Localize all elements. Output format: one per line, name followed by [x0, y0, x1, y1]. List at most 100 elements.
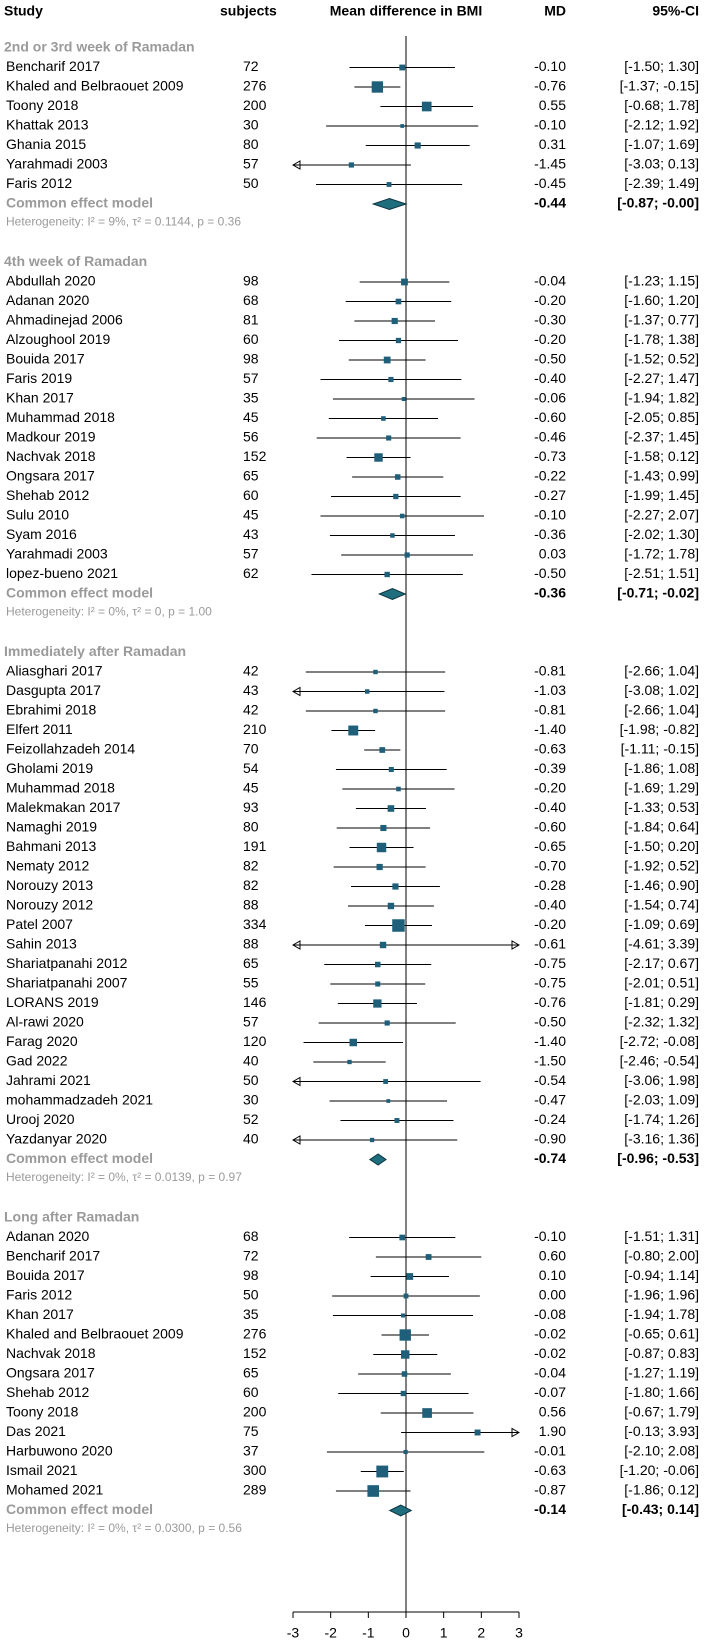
study-name: Aliasghari 2017	[6, 663, 103, 679]
subjects: 80	[243, 819, 259, 835]
study-name: Mohamed 2021	[6, 1482, 104, 1498]
subjects: 65	[243, 468, 259, 484]
x-tick-label: 1	[440, 1625, 448, 1641]
effect-box	[396, 786, 401, 792]
md-label: -0.81	[534, 702, 566, 718]
ci-label: [-1.50; 0.20]	[624, 838, 699, 854]
study-name: Shehab 2012	[6, 1384, 90, 1400]
effect-box	[403, 1293, 409, 1299]
subjects: 60	[243, 331, 259, 347]
effect-box	[373, 708, 378, 714]
pooled-diamond	[377, 587, 407, 601]
ci-label: [-1.94; 1.78]	[624, 1306, 699, 1322]
subjects: 60	[243, 487, 259, 503]
md-label: -0.20	[534, 331, 566, 347]
subjects: 70	[243, 741, 259, 757]
md-label: -0.22	[534, 468, 566, 484]
pooled-ci: [-0.87; -0.00]	[617, 195, 699, 211]
ci-label: [-1.43; 0.99]	[624, 468, 699, 484]
ci-label: [-1.72; 1.78]	[624, 546, 699, 562]
ci-label: [-2.72; -0.08]	[620, 1033, 699, 1049]
md-label: -0.63	[534, 741, 566, 757]
pooled-md: -0.14	[534, 1501, 566, 1517]
ci-label: [-1.51; 1.31]	[624, 1228, 699, 1244]
pooled-label: Common effect model	[6, 1501, 153, 1517]
group-title: 4th week of Ramadan	[4, 253, 147, 269]
md-label: -0.40	[534, 370, 566, 386]
study-name: Urooj 2020	[6, 1111, 75, 1127]
subjects: 93	[243, 799, 259, 815]
effect-box	[380, 824, 387, 832]
ci-label: [-1.86; 1.08]	[624, 760, 699, 776]
study-name: Muhammad 2018	[6, 780, 115, 796]
effect-box	[400, 1390, 407, 1397]
md-label: 0.10	[539, 1267, 566, 1283]
md-label: -0.81	[534, 663, 566, 679]
subjects: 60	[243, 1384, 259, 1400]
ci-label: [-1.86; 0.12]	[624, 1482, 699, 1498]
subjects: 72	[243, 1248, 259, 1264]
md-label: -0.61	[534, 936, 566, 952]
effect-box	[400, 124, 405, 128]
x-tick-label: 3	[515, 1625, 523, 1641]
subjects: 54	[243, 760, 259, 776]
study-name: Patel 2007	[6, 916, 73, 932]
effect-box	[399, 64, 406, 71]
ci-label: [-3.16; 1.36]	[624, 1131, 699, 1147]
subjects: 65	[243, 955, 259, 971]
subjects: 57	[243, 1014, 259, 1030]
ci-label: [-1.96; 1.96]	[624, 1287, 699, 1303]
subjects: 98	[243, 1267, 259, 1283]
ci-label: [-3.08; 1.02]	[624, 682, 699, 698]
pooled-diamond	[388, 1504, 413, 1517]
x-tick-label: -1	[362, 1625, 375, 1641]
ci-label: [-1.09; 0.69]	[624, 916, 699, 932]
subjects: 57	[243, 156, 259, 172]
md-label: -0.90	[534, 1131, 566, 1147]
study-name: mohammadzadeh 2021	[6, 1092, 153, 1108]
subjects: 146	[243, 994, 267, 1010]
ci-label: [-0.68; 1.78]	[624, 97, 699, 113]
ci-label: [-2.46; -0.54]	[620, 1053, 699, 1069]
effect-box	[425, 1254, 432, 1260]
subjects: 45	[243, 780, 259, 796]
md-label: -0.76	[534, 994, 566, 1010]
ci-label: [-2.39; 1.49]	[624, 175, 699, 191]
effect-box	[388, 376, 394, 383]
effect-box	[348, 162, 354, 168]
md-label: -0.02	[534, 1345, 566, 1361]
effect-box	[392, 883, 399, 890]
effect-box	[403, 1449, 408, 1455]
ci-label: [-1.84; 0.64]	[624, 819, 699, 835]
ci-label: [-2.37; 1.45]	[624, 429, 699, 445]
study-name: Toony 2018	[6, 1404, 79, 1420]
subjects: 88	[243, 936, 259, 952]
subjects: 50	[243, 175, 259, 191]
ci-label: [-1.20; -0.06]	[620, 1462, 699, 1478]
study-name: Ongsara 2017	[6, 468, 95, 484]
ci-label: [-2.17; 0.67]	[624, 955, 699, 971]
study-name: Ghania 2015	[6, 136, 86, 152]
md-label: -0.54	[534, 1072, 566, 1088]
study-name: Sahin 2013	[6, 936, 77, 952]
ci-label: [-2.66; 1.04]	[624, 702, 699, 718]
ci-label: [-1.27; 1.19]	[624, 1365, 699, 1381]
study-name: Harbuwono 2020	[6, 1443, 113, 1459]
study-name: Yarahmadi 2003	[6, 156, 108, 172]
study-name: Al-rawi 2020	[6, 1014, 84, 1030]
ci-label: [-1.07; 1.69]	[624, 136, 699, 152]
ci-label: [-1.78; 1.38]	[624, 331, 699, 347]
effect-box	[373, 669, 378, 675]
study-name: Malekmakan 2017	[6, 799, 121, 815]
pooled-label: Common effect model	[6, 585, 153, 601]
md-label: -0.75	[534, 955, 566, 971]
ci-label: [-2.05; 0.85]	[624, 409, 699, 425]
ci-label: [-1.46; 0.90]	[624, 877, 699, 893]
study-name: Muhammad 2018	[6, 409, 115, 425]
study-name: Khattak 2013	[6, 117, 89, 133]
md-label: 0.55	[539, 97, 566, 113]
study-name: Adanan 2020	[6, 1228, 90, 1244]
effect-box	[379, 747, 386, 753]
group-title: 2nd or 3rd week of Ramadan	[4, 39, 195, 55]
effect-box	[401, 396, 406, 402]
